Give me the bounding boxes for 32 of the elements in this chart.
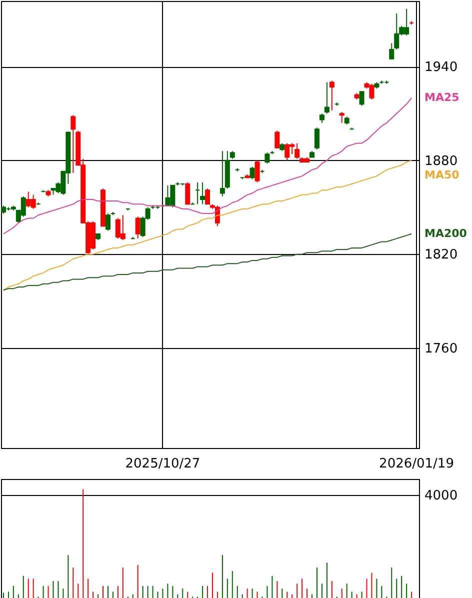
line-series bbox=[2, 160, 412, 291]
candlestick bbox=[324, 82, 330, 114]
candlestick bbox=[314, 127, 320, 150]
candlestick bbox=[200, 182, 206, 205]
y-tick-label: 1820 bbox=[424, 248, 458, 263]
y-tick-label: 1880 bbox=[424, 154, 458, 169]
candlestick bbox=[319, 113, 324, 124]
candlestick bbox=[185, 182, 190, 205]
y-tick-label: 1760 bbox=[424, 341, 458, 356]
candlestick bbox=[105, 213, 110, 232]
line-series bbox=[2, 233, 412, 291]
candlestick bbox=[70, 114, 76, 174]
candlestick bbox=[220, 150, 225, 197]
series-label: MA200 bbox=[424, 226, 468, 240]
series-label: MA50 bbox=[424, 168, 460, 182]
series-label: MA25 bbox=[424, 90, 460, 104]
candlestick bbox=[135, 216, 140, 240]
candlestick bbox=[294, 142, 300, 160]
candlestick bbox=[264, 152, 270, 164]
candlestick bbox=[359, 91, 364, 106]
y-tick-label: 4000 bbox=[424, 488, 458, 504]
candlestick bbox=[329, 80, 334, 111]
candlestick bbox=[205, 188, 210, 205]
x-tick-label: 2026/01/19 bbox=[379, 456, 454, 472]
x-tick-label: 2025/10/27 bbox=[125, 456, 200, 472]
y-tick-label: 1940 bbox=[424, 60, 458, 76]
candlestick bbox=[250, 166, 255, 180]
candlestick bbox=[389, 42, 394, 60]
candlestick bbox=[274, 130, 280, 148]
line-series bbox=[2, 97, 412, 234]
candlestick bbox=[339, 111, 344, 124]
candlestick bbox=[254, 160, 260, 183]
